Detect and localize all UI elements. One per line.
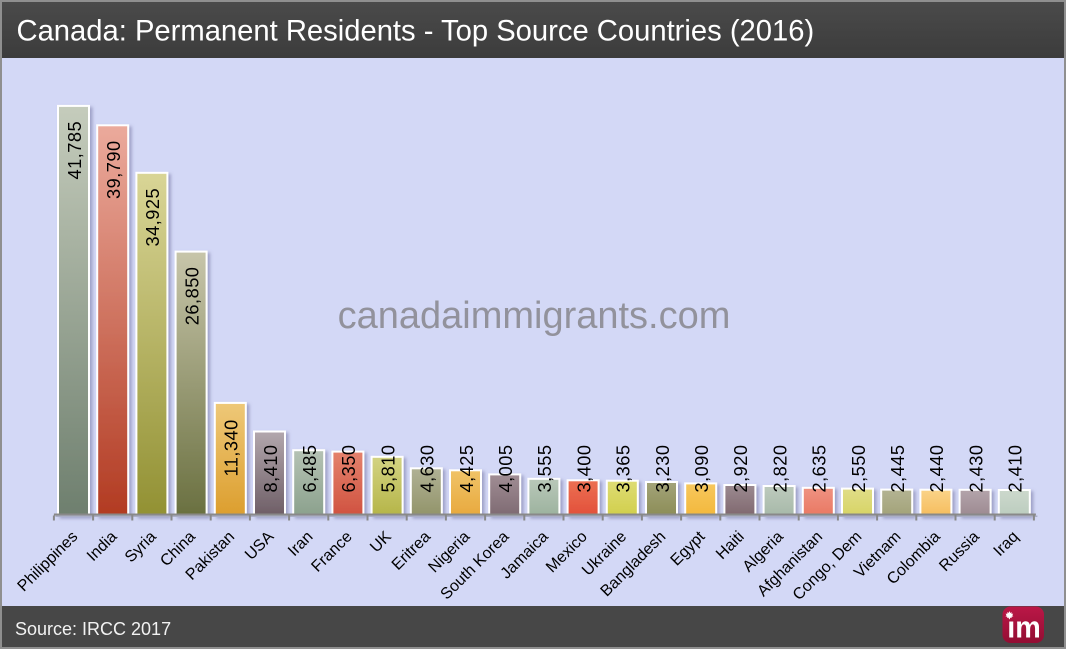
svg-text:6,350: 6,350 — [339, 444, 359, 492]
svg-text:4,630: 4,630 — [418, 444, 438, 492]
svg-text:Canada: Permanent Residents -: Canada: Permanent Residents - Top Source… — [17, 16, 815, 48]
svg-text:41,785: 41,785 — [65, 121, 85, 180]
svg-text:canadaimmigrants.com: canadaimmigrants.com — [338, 295, 731, 337]
svg-text:3,555: 3,555 — [535, 444, 555, 492]
svg-text:3,230: 3,230 — [653, 444, 673, 492]
svg-text:2,550: 2,550 — [849, 444, 869, 492]
svg-text:26,850: 26,850 — [182, 267, 202, 326]
svg-text:34,925: 34,925 — [143, 188, 163, 247]
svg-text:Source: IRCC 2017: Source: IRCC 2017 — [15, 619, 171, 639]
svg-text:11,340: 11,340 — [222, 419, 242, 476]
svg-text:2,445: 2,445 — [888, 444, 908, 492]
svg-text:2,410: 2,410 — [1006, 444, 1026, 492]
svg-text:4,005: 4,005 — [496, 444, 516, 492]
svg-text:3,365: 3,365 — [614, 444, 634, 492]
svg-text:8,410: 8,410 — [261, 444, 281, 492]
svg-text:2,820: 2,820 — [770, 444, 790, 492]
svg-text:5,810: 5,810 — [378, 444, 398, 492]
svg-text:4,425: 4,425 — [457, 444, 477, 492]
svg-text:2,920: 2,920 — [731, 444, 751, 492]
svg-text:3,090: 3,090 — [692, 444, 712, 492]
svg-text:6,485: 6,485 — [300, 444, 320, 492]
svg-text:3,400: 3,400 — [574, 444, 594, 492]
svg-text:39,790: 39,790 — [104, 140, 124, 199]
svg-text:2,440: 2,440 — [927, 444, 947, 492]
svg-text:2,430: 2,430 — [966, 444, 986, 492]
svg-text:2,635: 2,635 — [810, 444, 830, 492]
svg-text:ım: ım — [1007, 610, 1041, 645]
